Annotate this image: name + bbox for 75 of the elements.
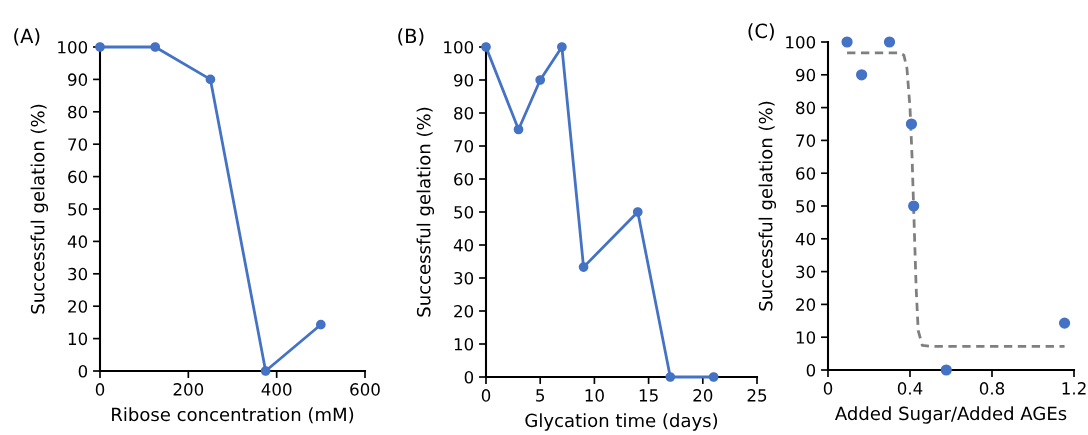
x-tick-label: 1.2 (1062, 382, 1086, 395)
y-tick-label: 60 (68, 170, 88, 184)
y-tick-label: 10 (68, 332, 88, 346)
y-tick-label: 90 (454, 73, 474, 87)
y-tick-label: 50 (68, 202, 88, 216)
y-tick-label: 20 (796, 298, 816, 311)
y-tick-label: 30 (68, 267, 88, 281)
x-tick-label: 200 (173, 383, 204, 396)
x-tick-label: 0 (481, 389, 491, 402)
y-tick-label: 60 (796, 167, 816, 180)
x-tick-label: 0.4 (897, 382, 923, 395)
y-axis-title: Successful gelation (%) (416, 107, 435, 317)
y-tick-label: 10 (796, 331, 816, 344)
point (632, 207, 643, 217)
y-tick-label: 30 (796, 265, 816, 279)
y-tick-label: 0 (464, 370, 474, 384)
y-tick-label: 50 (454, 205, 474, 219)
x-tick-label: 600 (350, 383, 380, 396)
x-tick-label: 25 (747, 389, 767, 402)
x-tick-label: 5 (536, 389, 545, 402)
y-axis-title: Successful gelation (%) (30, 104, 49, 314)
y-tick-label: 80 (68, 105, 88, 119)
y-tick-label: 100 (786, 35, 816, 49)
line-series (845, 51, 1066, 348)
y-tick-label: 40 (795, 232, 816, 246)
y-tick-label: 50 (796, 199, 816, 213)
x-axis-title: Ribose concentration (mM) (112, 407, 354, 424)
point (940, 364, 952, 376)
y-tick-label: 100 (58, 40, 88, 54)
y-tick-label: 70 (454, 139, 474, 153)
point (856, 69, 868, 81)
y-tick-label: 100 (444, 40, 474, 54)
x-tick-label: 0.8 (979, 382, 1005, 395)
x-tick-label: 20 (693, 389, 713, 402)
y-tick-label: 70 (68, 138, 88, 151)
chart-title: (B) (398, 28, 424, 46)
point (905, 118, 918, 130)
x-tick-label: 10 (585, 389, 604, 402)
point (557, 42, 567, 52)
y-tick-label: 80 (796, 101, 816, 115)
point (908, 200, 920, 212)
point (535, 75, 546, 85)
y-tick-label: 90 (796, 68, 816, 82)
y-tick-label: 20 (68, 300, 88, 313)
y-tick-label: 90 (68, 73, 88, 86)
x-axis-title: Added Sugar/Added AGEs (834, 406, 1067, 424)
point (708, 372, 719, 382)
chart-title: (C) (748, 23, 774, 41)
y-tick-label: 0 (78, 364, 88, 378)
y-tick-label: 30 (454, 271, 474, 285)
y-tick-label: 60 (454, 172, 474, 186)
point (578, 262, 589, 272)
x-tick-label: 400 (261, 383, 292, 396)
y-tick-label: 40 (453, 238, 474, 252)
y-tick-label: 80 (454, 106, 474, 120)
x-tick-label: 0 (95, 383, 105, 396)
point (513, 124, 524, 135)
x-tick-label: 15 (639, 389, 658, 402)
point (205, 74, 216, 85)
x-tick-label: 0 (823, 382, 833, 395)
point (883, 36, 896, 48)
y-axis-title: Successful gelation (%) (758, 101, 777, 311)
point (260, 366, 271, 376)
y-tick-label: 70 (796, 134, 816, 147)
point (665, 372, 676, 382)
chart-title: (A) (14, 28, 40, 46)
y-tick-label: 40 (67, 235, 88, 248)
x-axis-title: Glycation time (days) (525, 413, 718, 431)
point (315, 319, 326, 330)
y-tick-label: 10 (454, 337, 474, 351)
y-tick-label: 20 (454, 304, 474, 318)
point (150, 42, 161, 52)
point (841, 36, 853, 48)
y-tick-label: 0 (806, 363, 816, 377)
point (1058, 317, 1071, 329)
